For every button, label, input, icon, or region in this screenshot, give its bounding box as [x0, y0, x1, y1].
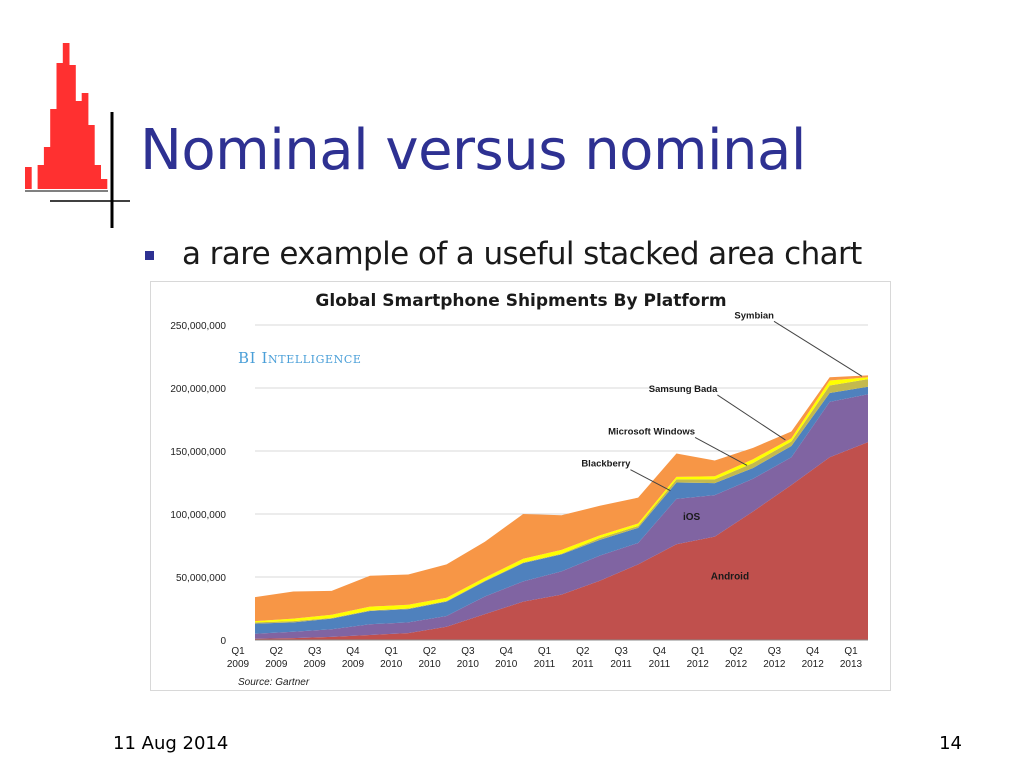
series-label-samsung-bada: Samsung Bada — [649, 384, 718, 395]
series-label-symbian: Symbian — [734, 310, 774, 321]
y-tick-label: 100,000,000 — [170, 510, 226, 521]
callout-line — [773, 320, 863, 377]
x-tick-label: Q2 2011 — [572, 646, 594, 670]
series-label-android: Android — [711, 572, 749, 583]
decor-histogram-bar — [37, 165, 45, 189]
chart-source: Source: Gartner — [238, 677, 310, 688]
x-tick-label: Q1 2010 — [380, 646, 403, 670]
slide-title: Nominal versus nominal — [140, 118, 806, 183]
decor-histogram-bar — [62, 43, 70, 189]
x-tick-label: Q3 2011 — [610, 646, 632, 670]
y-tick-label: 250,000,000 — [170, 321, 226, 332]
x-tick-label: Q4 2010 — [495, 646, 518, 670]
series-label-microsoft-windows: Microsoft Windows — [608, 426, 695, 437]
decor-histogram-bar — [56, 63, 64, 189]
x-tick-label: Q1 2012 — [687, 646, 710, 670]
chart-watermark: BI Intelligence — [238, 349, 361, 367]
series-label-blackberry: Blackberry — [581, 459, 631, 470]
stacked-area-chart: Global Smartphone Shipments By Platform 0… — [150, 281, 891, 691]
x-tick-label: Q2 2009 — [265, 646, 288, 670]
x-tick-label: Q3 2010 — [457, 646, 480, 670]
y-tick-label: 50,000,000 — [176, 573, 226, 584]
bullet-text: a rare example of a useful stacked area … — [182, 236, 862, 272]
chart-title: Global Smartphone Shipments By Platform — [315, 291, 726, 311]
decor-histogram — [25, 43, 130, 228]
x-tick-label: Q3 2009 — [304, 646, 327, 670]
x-tick-label: Q1 2013 — [840, 646, 863, 670]
decor-histogram-bar — [94, 165, 101, 189]
x-tick-label: Q3 2012 — [763, 646, 786, 670]
decor-histogram-bar — [50, 109, 57, 189]
callout-line — [630, 469, 671, 492]
footer-date: 11 Aug 2014 — [113, 733, 229, 754]
x-tick-label: Q4 2012 — [802, 646, 825, 670]
decor-histogram-bars — [25, 43, 108, 189]
decor-histogram-bar — [25, 167, 32, 189]
chart-canvas: Global Smartphone Shipments By Platform 0… — [170, 291, 868, 688]
area-symbian — [255, 375, 868, 622]
series-label-ios: iOS — [683, 512, 701, 523]
x-tick-label: Q2 2010 — [418, 646, 441, 670]
callout-line — [694, 437, 748, 466]
decor-histogram-bar — [75, 101, 83, 189]
area-ios — [255, 394, 868, 639]
decor-histogram-bar — [69, 65, 76, 189]
x-tick-label: Q4 2009 — [342, 646, 365, 670]
decor-histogram-bar — [100, 179, 108, 189]
decor-histogram-bar — [81, 93, 89, 189]
y-tick-label: 0 — [220, 636, 226, 647]
page-number: 14 — [939, 733, 962, 754]
y-tick-label: 200,000,000 — [170, 384, 226, 395]
bullet-marker-icon — [145, 251, 154, 260]
decor-histogram-bar — [43, 147, 51, 189]
x-tick-label: Q4 2011 — [649, 646, 671, 670]
x-tick-label: Q1 2009 — [227, 646, 250, 670]
decor-histogram-bar — [88, 125, 95, 189]
x-tick-label: Q2 2012 — [725, 646, 748, 670]
y-tick-label: 150,000,000 — [170, 447, 226, 458]
callout-line — [717, 394, 786, 441]
x-tick-label: Q1 2011 — [534, 646, 556, 670]
area-android — [255, 442, 868, 640]
